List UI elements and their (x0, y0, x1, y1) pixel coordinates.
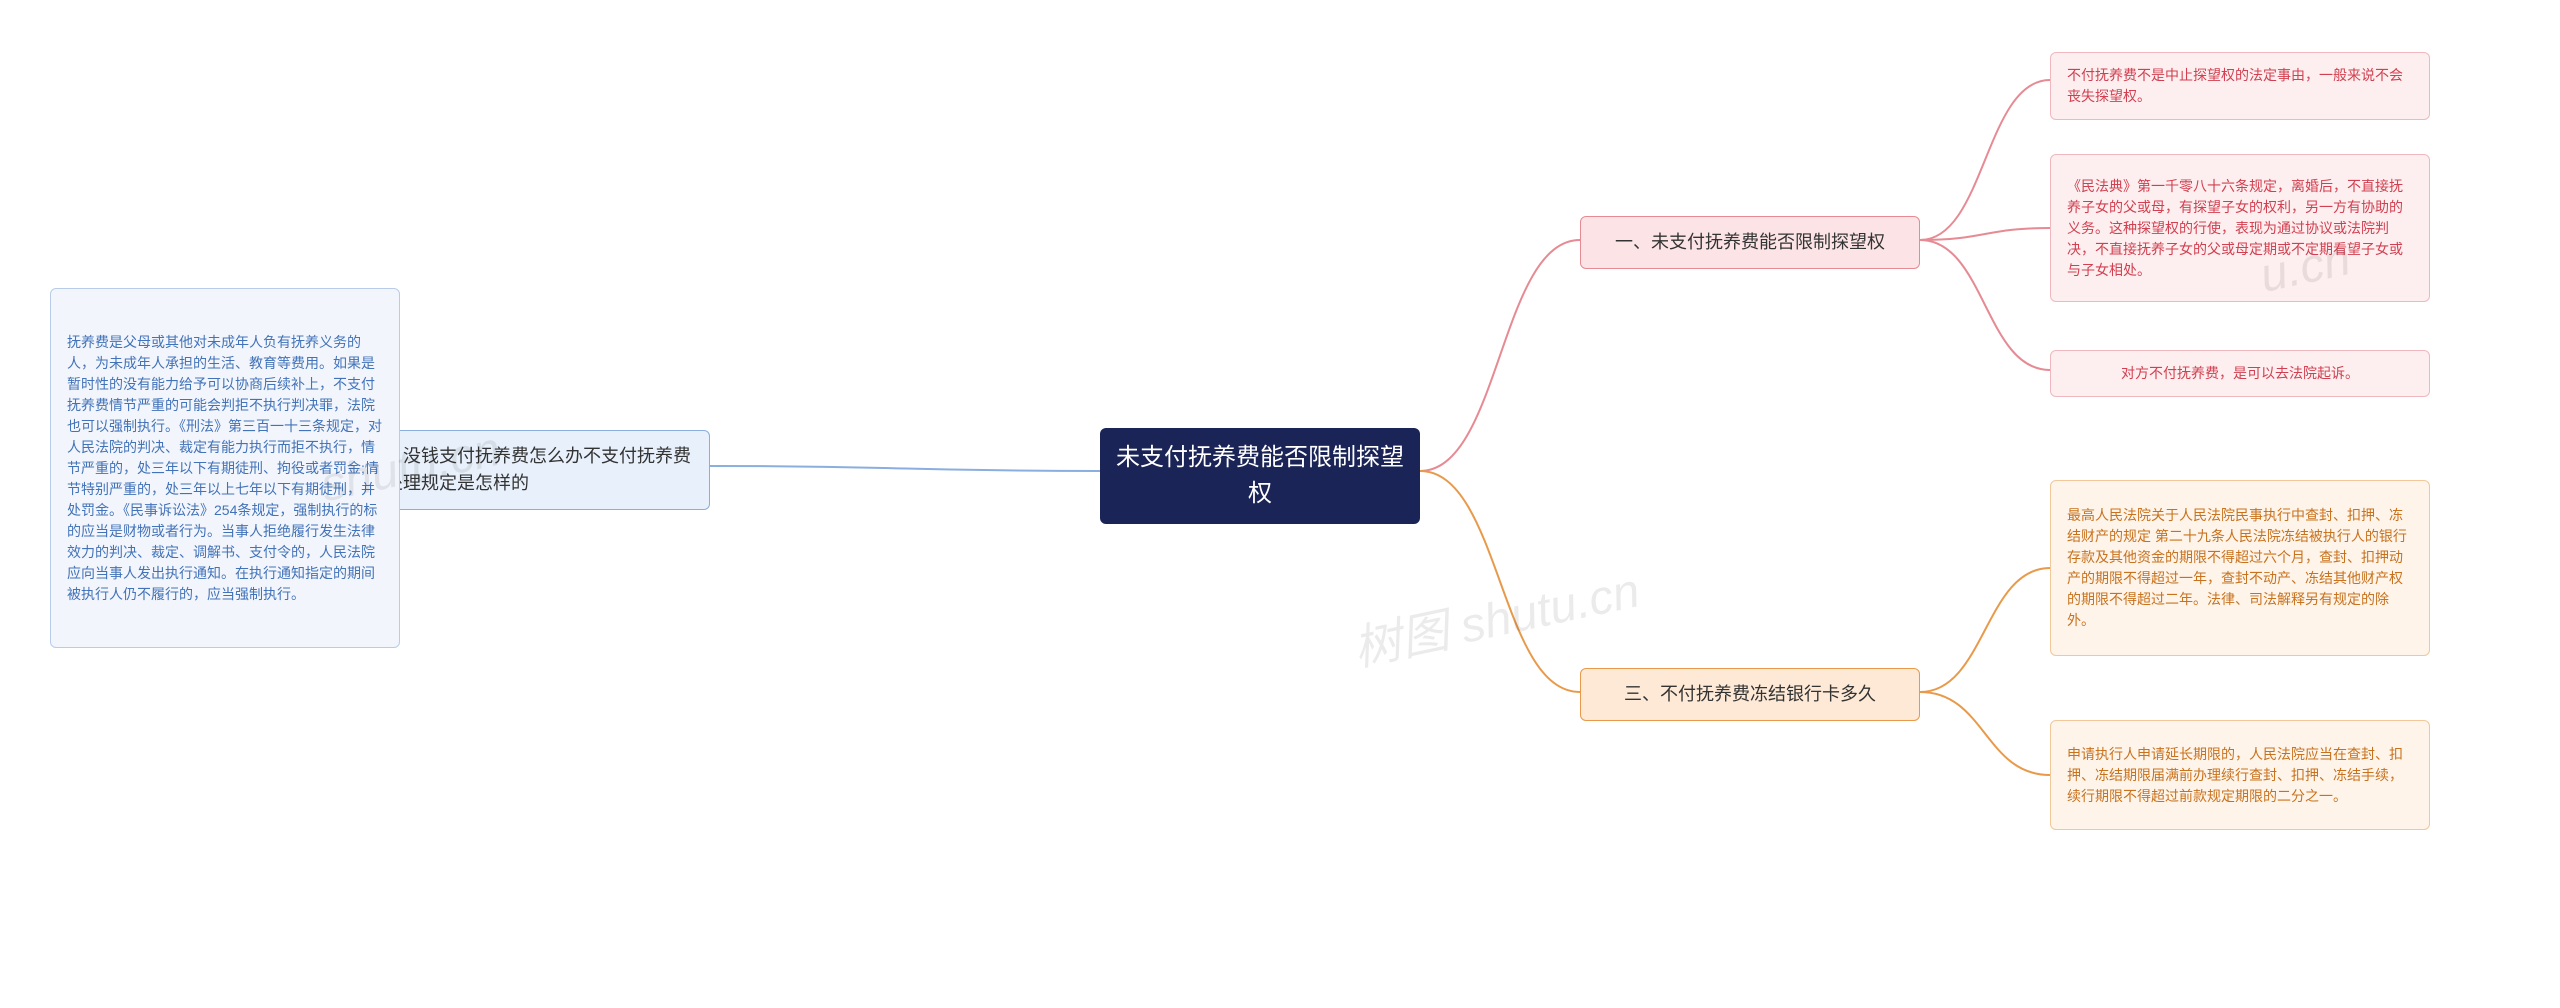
leaf-b3-1: 申请执行人申请延长期限的，人民法院应当在查封、扣押、冻结期限届满前办理续行查封、… (2050, 720, 2430, 830)
branch-b2: 二、没钱支付抚养费怎么办不支付抚养费的处理规定是怎样的 (350, 430, 710, 510)
watermark: 树图 shutu.cn (1346, 551, 1645, 680)
branch-b1: 一、未支付抚养费能否限制探望权 (1580, 216, 1920, 269)
branch-b3: 三、不付抚养费冻结银行卡多久 (1580, 668, 1920, 721)
leaf-b1-2: 对方不付抚养费，是可以去法院起诉。 (2050, 350, 2430, 397)
leaf-b2-0: 抚养费是父母或其他对未成年人负有抚养义务的人，为未成年人承担的生活、教育等费用。… (50, 288, 400, 648)
leaf-b1-0: 不付抚养费不是中止探望权的法定事由，一般来说不会丧失探望权。 (2050, 52, 2430, 120)
leaf-b1-1: 《民法典》第一千零八十六条规定，离婚后，不直接抚养子女的父或母，有探望子女的权利… (2050, 154, 2430, 302)
leaf-b3-0: 最高人民法院关于人民法院民事执行中查封、扣押、冻结财产的规定 第二十九条人民法院… (2050, 480, 2430, 656)
center-node: 未支付抚养费能否限制探望权 (1100, 428, 1420, 524)
